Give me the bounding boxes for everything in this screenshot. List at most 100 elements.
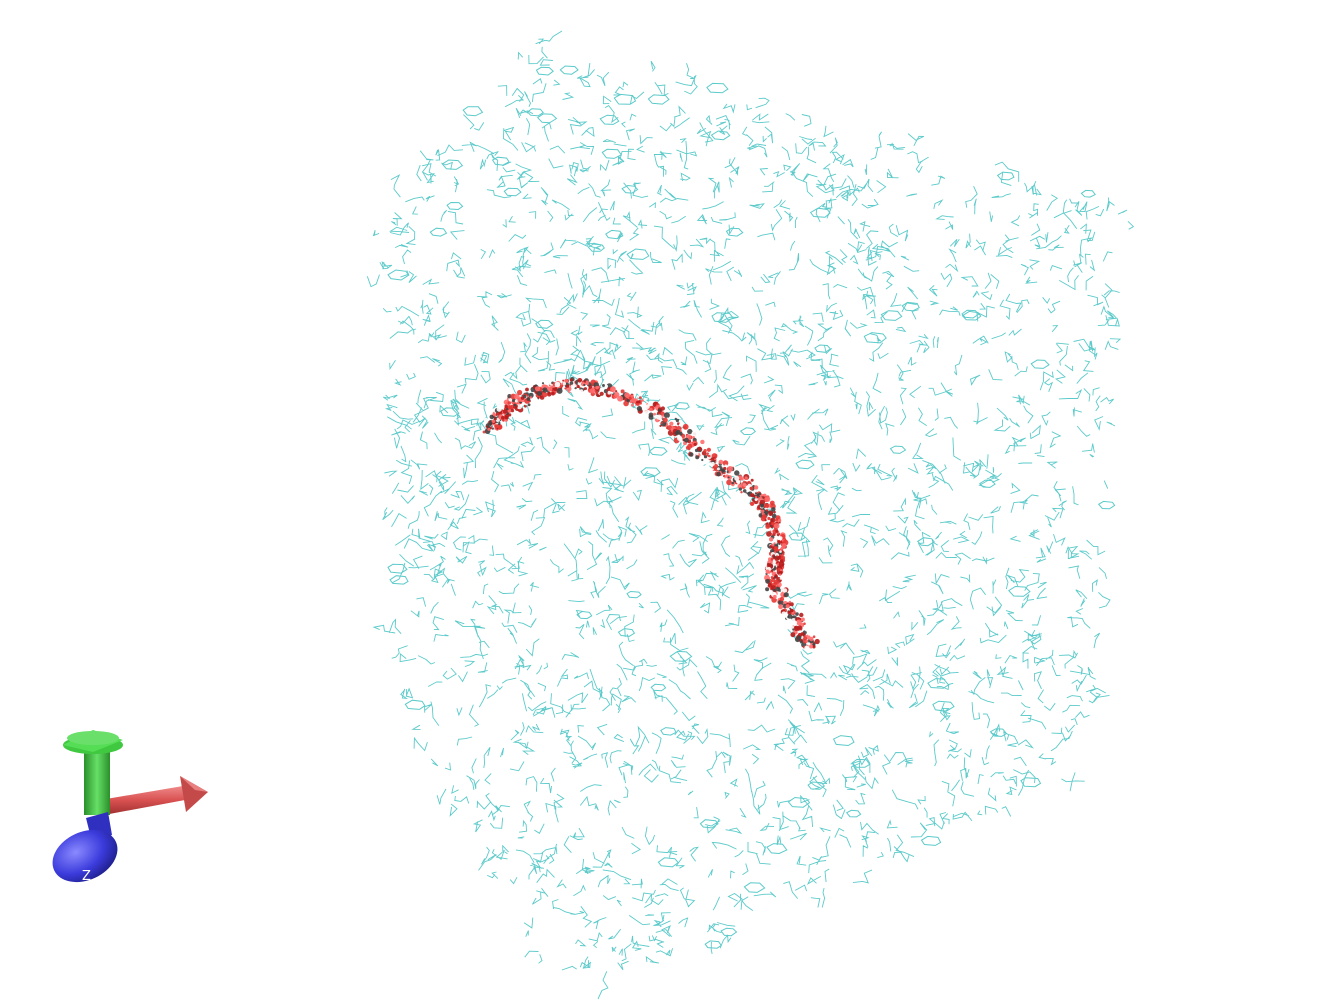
polymer-atom (614, 391, 620, 398)
polymer-atom (523, 394, 527, 399)
polymer-atom (481, 427, 485, 431)
polymer-atom (499, 401, 502, 405)
polymer-atom (734, 470, 740, 476)
polymer-atom (620, 389, 625, 394)
polymer-atom (654, 416, 657, 419)
polymer-atom (800, 617, 805, 622)
polymer-atom (768, 511, 774, 516)
polymer-atom (510, 408, 515, 413)
polymer-atom (793, 625, 800, 631)
polymer-atom (569, 378, 573, 382)
polymer-atom (696, 452, 699, 456)
solvent-ring (617, 628, 636, 637)
polymer-atom (754, 496, 758, 499)
polymer-atom (526, 397, 531, 401)
polymer-atom (771, 597, 777, 603)
polymer-atom (711, 468, 714, 471)
polymer-atom (784, 552, 788, 556)
polymer-atom (566, 384, 570, 388)
solvent-ring (704, 940, 722, 949)
polymer-atom (718, 459, 724, 465)
polymer-atom (504, 404, 508, 409)
polymer-atom (740, 491, 743, 494)
polymer-atom (695, 455, 700, 460)
polymer-atom (502, 409, 508, 414)
polymer-atom (693, 442, 697, 446)
polymer-atom (504, 415, 509, 420)
polymer-atom (669, 421, 674, 426)
polymer-atom (562, 379, 565, 382)
solvent-ring (699, 819, 719, 829)
polymer-atom (795, 612, 799, 616)
polymer-atom (747, 483, 752, 488)
polymer-atom (752, 494, 755, 498)
polymer-atom (527, 403, 531, 407)
polymer-atom (742, 489, 747, 493)
polymer-atom (703, 449, 707, 453)
solvent-ring (605, 229, 624, 240)
polymer-atom (771, 513, 777, 519)
polymer-atom (787, 615, 790, 619)
polymer-atom (765, 578, 770, 584)
polymer-atom (617, 387, 620, 390)
polymer-atom (502, 418, 505, 422)
solvent-ring (932, 700, 955, 712)
polymer-atom (699, 455, 704, 460)
polymer-atom (750, 478, 754, 482)
polymer-atom (728, 471, 731, 474)
polymer-atom (727, 466, 734, 472)
solvent-ring (647, 94, 670, 105)
polymer-atom (536, 390, 543, 396)
polymer-atom (562, 382, 566, 386)
polymer-atom (780, 569, 783, 572)
solvent-ring (961, 310, 982, 321)
solvent-ring (640, 467, 661, 477)
solvent-ring (1097, 500, 1116, 510)
polymer-atom (803, 622, 806, 625)
polymer-atom (678, 419, 683, 424)
polymer-atom (789, 602, 794, 607)
polymer-atom (705, 445, 709, 448)
polymer-atom (765, 587, 770, 592)
polymer-atom (576, 384, 580, 389)
polymer-atom (761, 514, 767, 520)
polymer-atom (500, 404, 505, 410)
axes-orientation-indicator[interactable]: Z (44, 730, 208, 892)
polymer-atom (742, 493, 748, 499)
polymer-atom (768, 537, 774, 542)
polymer-atom (554, 381, 561, 388)
polymer-atom (804, 645, 809, 650)
polymer-atom (780, 541, 783, 544)
polymer-atom (700, 439, 705, 445)
polymer-atom (657, 408, 661, 412)
polymer-atom (507, 404, 513, 410)
polymer-atom (511, 398, 516, 403)
solvent-ring (961, 309, 980, 319)
solvent-ring (621, 184, 639, 194)
polymer-atom (508, 413, 512, 417)
solvent-ring (387, 563, 408, 574)
polymer-atom (638, 396, 642, 400)
polymer-atom (513, 403, 517, 407)
solvent-ring (441, 159, 464, 170)
polymer-atom (710, 461, 715, 466)
polymer-atom (595, 391, 599, 395)
solvent-ring (599, 114, 620, 125)
solvent-ring (446, 201, 464, 211)
polymer-atom (659, 418, 662, 421)
polymer-atom (777, 540, 781, 544)
polymer-atom (785, 604, 790, 609)
polymer-atom (812, 645, 816, 649)
polymer-atom (747, 491, 751, 495)
polymer-atom (780, 555, 786, 560)
solvent-ring (429, 227, 448, 237)
polymer-atom (778, 543, 781, 545)
polymer-atom (765, 524, 771, 529)
polymer-atom (720, 477, 724, 481)
polymer-atom (764, 519, 767, 522)
polymer-atom (716, 471, 721, 477)
polymer-atom (771, 543, 775, 547)
polymer-atom (507, 401, 512, 405)
